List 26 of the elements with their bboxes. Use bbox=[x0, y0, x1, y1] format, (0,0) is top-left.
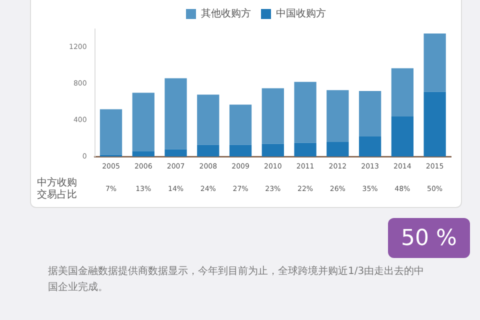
bar bbox=[164, 78, 187, 150]
bar bbox=[197, 144, 220, 157]
bar bbox=[164, 149, 187, 157]
bar bbox=[424, 92, 446, 157]
bar bbox=[294, 82, 316, 143]
bar bbox=[132, 92, 154, 152]
bar bbox=[294, 142, 316, 157]
bar bbox=[424, 34, 446, 92]
text: 据美国金融数据提供商数据显示，今年到目前为止，全球跨境并购近1/3由走出去的中国企业完成。 bbox=[48, 264, 426, 295]
bar bbox=[197, 94, 220, 145]
legend-label: 中国收购方 bbox=[276, 8, 326, 20]
bar bbox=[229, 144, 252, 157]
bar bbox=[358, 136, 382, 157]
bar bbox=[391, 116, 414, 157]
bar bbox=[326, 90, 349, 142]
bar bbox=[391, 68, 414, 116]
bar bbox=[229, 104, 252, 145]
bar bbox=[262, 144, 284, 157]
bar bbox=[100, 109, 122, 155]
bar bbox=[326, 142, 349, 157]
text: 50 % bbox=[388, 218, 470, 258]
bar bbox=[358, 90, 382, 137]
bar bbox=[262, 88, 284, 144]
legend-label: 其他收购方 bbox=[201, 8, 251, 20]
text: 中方收购交易占比 bbox=[37, 176, 77, 201]
bar bbox=[132, 151, 154, 157]
